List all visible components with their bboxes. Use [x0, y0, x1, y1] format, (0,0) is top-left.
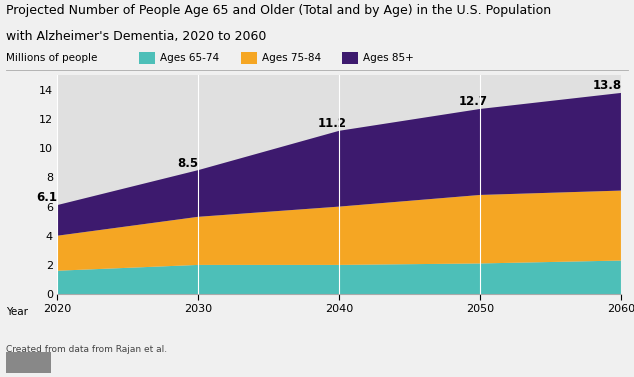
Text: © CDC: © CDC — [12, 359, 45, 368]
Text: 12.7: 12.7 — [459, 95, 488, 108]
Text: 6.1: 6.1 — [36, 192, 57, 204]
Text: 13.8: 13.8 — [593, 79, 622, 92]
Text: 8.5: 8.5 — [177, 156, 198, 170]
Text: Year: Year — [6, 307, 29, 317]
Text: with Alzheimer's Dementia, 2020 to 2060: with Alzheimer's Dementia, 2020 to 2060 — [6, 30, 267, 43]
Text: Created from data from Rajan et al.: Created from data from Rajan et al. — [6, 345, 167, 354]
Text: 11.2: 11.2 — [318, 117, 347, 130]
Text: Ages 65-74: Ages 65-74 — [160, 54, 219, 63]
Text: Millions of people: Millions of people — [6, 54, 98, 63]
Text: Ages 85+: Ages 85+ — [363, 54, 414, 63]
Text: Ages 75-84: Ages 75-84 — [262, 54, 321, 63]
Text: Projected Number of People Age 65 and Older (Total and by Age) in the U.S. Popul: Projected Number of People Age 65 and Ol… — [6, 4, 552, 17]
